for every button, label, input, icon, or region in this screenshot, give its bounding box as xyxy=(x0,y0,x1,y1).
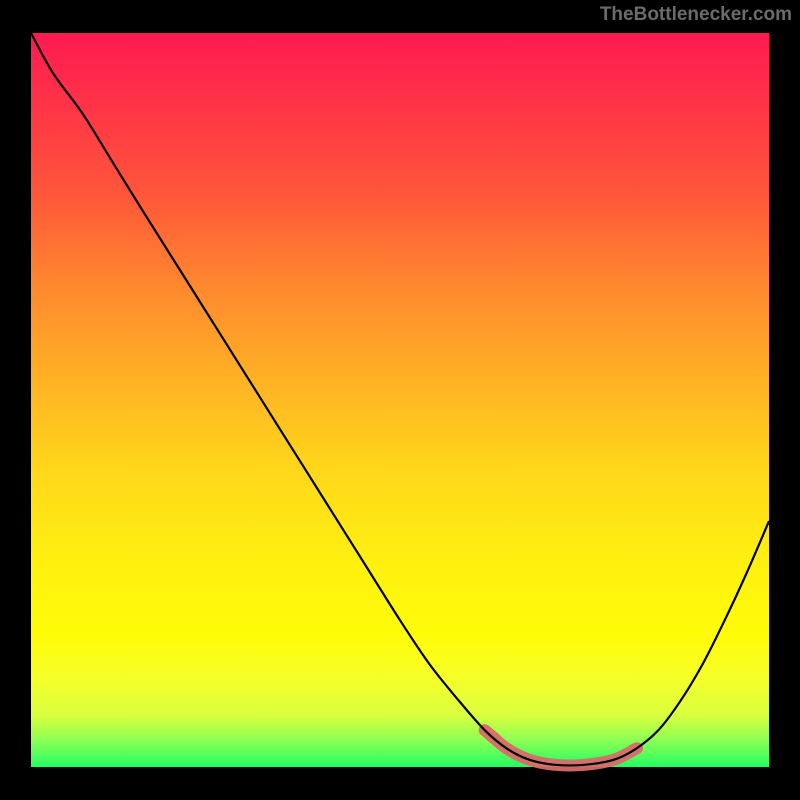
chart-svg xyxy=(0,0,800,800)
chart-container: TheBottlenecker.com xyxy=(0,0,800,800)
chart-plot-area xyxy=(31,33,769,767)
watermark-text: TheBottlenecker.com xyxy=(600,4,792,26)
